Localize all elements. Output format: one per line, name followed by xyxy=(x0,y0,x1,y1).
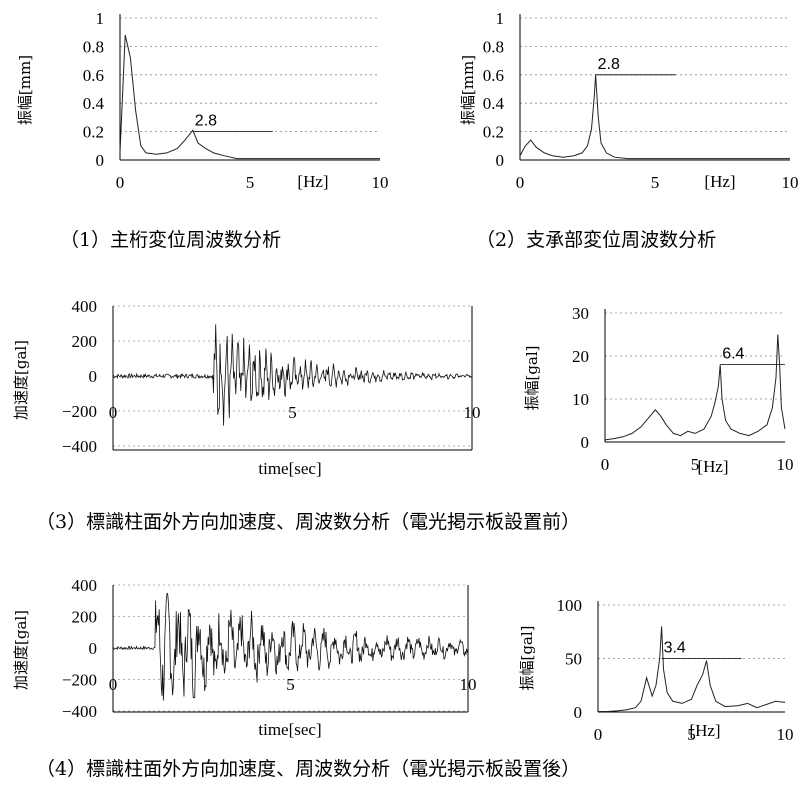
y-tick-label: 20 xyxy=(572,347,589,366)
x-tick-label: 10 xyxy=(372,173,389,192)
x-tick-label: 10 xyxy=(777,455,794,474)
y-axis-label: 加速度[gal] xyxy=(12,610,30,690)
series-line xyxy=(112,592,469,701)
chart-caption: （4）標識柱面外方向加速度、周波数分析（電光掲示板設置後） xyxy=(36,758,580,780)
y-tick-label: 1 xyxy=(496,9,505,28)
x-unit-label: [Hz] xyxy=(689,721,720,740)
chart-caption: （2）支承部変位周波数分析 xyxy=(476,229,716,251)
x-axis-label: time[sec] xyxy=(258,459,321,478)
y-tick-label: 0.4 xyxy=(483,94,505,113)
x-tick-label: 0 xyxy=(594,725,603,744)
x-tick-label: 5 xyxy=(687,725,696,744)
y-tick-label: 200 xyxy=(72,332,98,351)
y-tick-label: 1 xyxy=(96,9,105,28)
x-tick-label: 0 xyxy=(516,173,525,192)
x-tick-label: 10 xyxy=(777,725,794,744)
y-tick-label: 50 xyxy=(565,650,582,669)
x-tick-label: 10 xyxy=(464,403,481,422)
peak-label: 2.8 xyxy=(598,56,620,73)
y-tick-label: 0.8 xyxy=(483,37,504,56)
series-line xyxy=(519,74,790,160)
y-axis-label: 振幅[gal] xyxy=(523,345,541,410)
x-tick-label: 5 xyxy=(691,455,700,474)
chart-caption: （1）主桁変位周波数分析 xyxy=(60,229,281,251)
y-tick-label: 400 xyxy=(72,576,98,595)
x-tick-label: 10 xyxy=(460,675,477,694)
x-unit-label: [Hz] xyxy=(697,457,728,476)
y-tick-label: 0 xyxy=(496,151,505,170)
y-axis-label: 振幅[gal] xyxy=(518,625,536,690)
x-tick-label: 5 xyxy=(286,675,295,694)
series-line xyxy=(604,334,786,441)
x-tick-label: 5 xyxy=(246,173,255,192)
y-tick-label: 0 xyxy=(89,639,98,658)
y-tick-label: 0.2 xyxy=(483,123,504,142)
x-axis-label: time[sec] xyxy=(258,720,321,739)
peak-label: 2.8 xyxy=(195,113,217,130)
x-tick-label: 5 xyxy=(651,173,660,192)
x-tick-label: 0 xyxy=(109,675,118,694)
x-unit-label: [Hz] xyxy=(704,172,735,191)
y-axis-label: 加速度[gal] xyxy=(12,340,30,420)
y-tick-label: 0.8 xyxy=(83,37,104,56)
y-tick-label: 200 xyxy=(72,608,98,627)
y-tick-label: 100 xyxy=(557,596,583,615)
y-tick-label: −200 xyxy=(62,671,97,690)
chart-caption: （3）標識柱面外方向加速度、周波数分析（電光掲示板設置前） xyxy=(36,511,580,533)
y-tick-label: 0.6 xyxy=(83,66,104,85)
y-tick-label: 30 xyxy=(572,304,589,323)
y-tick-label: 0 xyxy=(574,703,583,722)
x-tick-label: 0 xyxy=(116,173,125,192)
peak-label: 6.4 xyxy=(722,346,744,363)
y-tick-label: −200 xyxy=(62,402,97,421)
x-tick-label: 5 xyxy=(288,403,297,422)
y-tick-label: 400 xyxy=(72,297,98,316)
y-tick-label: 0.6 xyxy=(483,66,504,85)
y-tick-label: 10 xyxy=(572,390,589,409)
y-axis-label: 振幅[mm] xyxy=(459,55,477,125)
y-tick-label: −400 xyxy=(62,437,97,456)
x-tick-label: 0 xyxy=(601,455,610,474)
series-line xyxy=(598,626,786,712)
y-tick-label: 0 xyxy=(581,433,590,452)
x-tick-label: 10 xyxy=(782,173,799,192)
peak-label: 3.4 xyxy=(664,640,686,657)
series-line xyxy=(112,324,473,426)
y-tick-label: 0 xyxy=(96,151,105,170)
y-tick-label: 0.2 xyxy=(83,123,104,142)
y-tick-label: −400 xyxy=(62,702,97,721)
x-tick-label: 0 xyxy=(109,403,118,422)
y-tick-label: 0 xyxy=(89,367,98,386)
y-tick-label: 0.4 xyxy=(83,94,105,113)
series-line xyxy=(119,34,380,160)
x-unit-label: [Hz] xyxy=(297,172,328,191)
y-axis-label: 振幅[mm] xyxy=(16,55,34,125)
